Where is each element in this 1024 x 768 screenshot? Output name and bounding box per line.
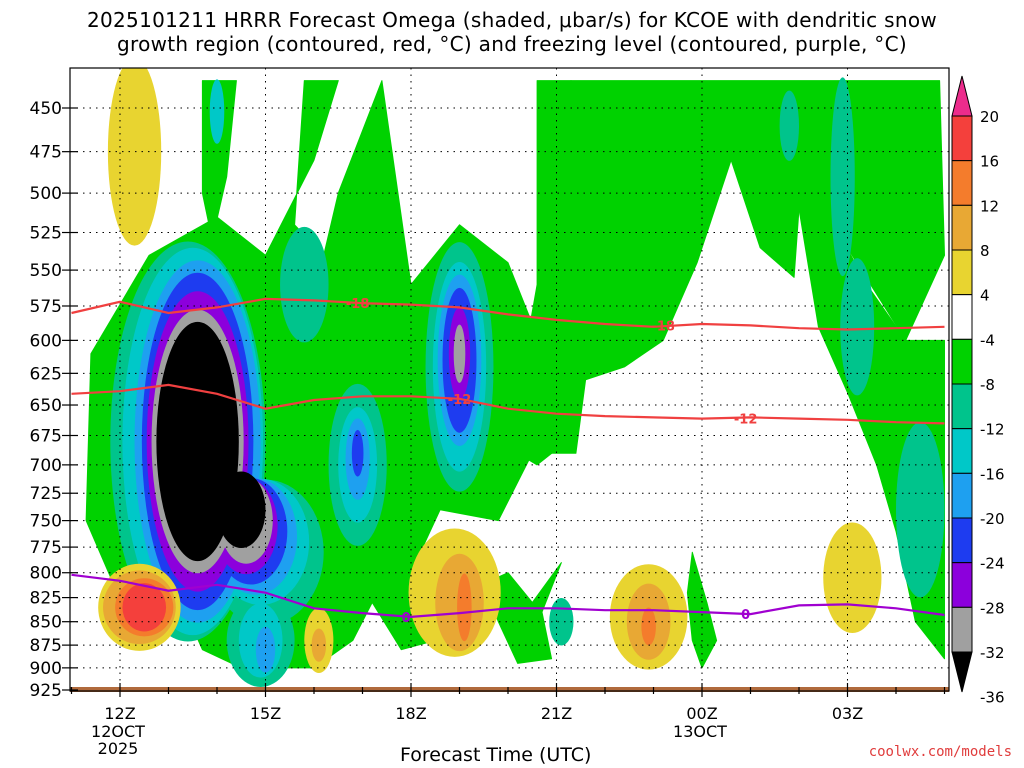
ground-bar — [70, 687, 949, 692]
omega-cell--36-1 — [217, 471, 266, 548]
x-tick-label-15Z: 15Z — [250, 704, 281, 723]
colorbar-label-12: 12 — [980, 197, 999, 215]
omega-positive-cell-16-0 — [122, 583, 167, 632]
y-tick-label-475: 475 — [30, 143, 62, 163]
x-tick-sublabel-2025: 2025 — [98, 739, 139, 758]
x-tick-label-18Z: 18Z — [395, 704, 426, 723]
x-tick-sublabel-13OCT: 13OCT — [673, 722, 727, 741]
omega-cell--24-3 — [351, 429, 364, 477]
y-axis: 450 475 500 525 550 575 600 625 650 675 700 725 750 7… — [30, 99, 78, 701]
y-tick-label-675: 675 — [30, 427, 62, 447]
chart-subtitle: growth region (contoured, red, °C) and f… — [117, 32, 907, 56]
colorbar-swatch-8 — [951, 428, 973, 474]
colorbar-swatch-11 — [951, 562, 973, 608]
temperature-contours: -18 -18 -12 -12 0 0 — [71, 297, 945, 626]
x-axis-title: Forecast Time (UTC) — [400, 744, 592, 766]
colorbar-label--4: -4 — [980, 331, 995, 349]
x-tick-label-21Z: 21Z — [541, 704, 572, 723]
colorbar-label-8: 8 — [980, 242, 990, 260]
y-tick-label-800: 800 — [30, 564, 62, 584]
y-tick-label-600: 600 — [30, 331, 62, 351]
omega-positive-cell-12-1 — [457, 573, 472, 642]
omega-cell--12-10 — [779, 90, 799, 161]
omega-region-green-5 — [686, 551, 718, 669]
colorbar-swatch-7 — [951, 383, 973, 430]
contour-label-0-1: 0 — [741, 608, 750, 623]
colorbar-swatch-10 — [951, 517, 973, 564]
y-tick-label-575: 575 — [30, 297, 62, 317]
colorbar-label--36: -36 — [980, 689, 1005, 707]
omega-cell--12-9 — [549, 597, 574, 646]
colorbar-label--20: -20 — [980, 510, 1005, 528]
contour-line--12 — [71, 383, 945, 425]
contour-label-0-0: 0 — [402, 611, 411, 626]
colorbar-swatch-5 — [951, 294, 973, 340]
colorbar-swatch-9 — [951, 472, 973, 519]
contour-label--12-0: -12 — [448, 393, 472, 408]
colorbar-label--28: -28 — [980, 599, 1005, 617]
y-tick-label-775: 775 — [30, 538, 62, 558]
contour-label--18-0: -18 — [346, 297, 370, 312]
omega-cell--12-8 — [830, 77, 855, 277]
chart-title: 2025101211 HRRR Forecast Omega (shaded, … — [86, 8, 938, 32]
colorbar-swatch-2 — [951, 160, 973, 206]
omega-cell--16-5 — [209, 79, 225, 144]
colorbar-swatch-12 — [951, 606, 973, 653]
colorbar-swatch-3 — [951, 204, 973, 251]
omega-cell--12-7 — [896, 422, 945, 598]
omega-field — [85, 68, 945, 687]
y-tick-label-900: 900 — [30, 659, 62, 679]
y-tick-label-850: 850 — [30, 613, 62, 633]
x-tick-sublabel-12OCT: 12OCT — [91, 722, 145, 741]
y-tick-label-650: 650 — [30, 396, 62, 416]
colorbar: 20 16 12 8 4 -4 -8 -12 -16 -20 -24 -28 -32 -36 — [951, 75, 1005, 707]
colorbar-swatch-1 — [951, 115, 973, 162]
colorbar-label--12: -12 — [980, 421, 1005, 439]
y-tick-label-875: 875 — [30, 636, 62, 656]
y-tick-label-700: 700 — [30, 456, 62, 476]
plot-frame — [69, 67, 950, 692]
colorbar-swatch-4 — [951, 249, 973, 296]
omega-positive-cell-12-2 — [641, 607, 656, 646]
colorbar-label-4: 4 — [980, 287, 990, 305]
omega-positive-cell-8-1 — [311, 628, 327, 662]
contour-label--12-1: -12 — [734, 413, 758, 428]
omega-positive-cell-4-5 — [823, 522, 882, 634]
x-tick-label-00Z: 00Z — [686, 704, 717, 723]
colorbar-swatch-6 — [951, 338, 973, 385]
omega-cell--20-4 — [255, 626, 276, 673]
y-tick-label-525: 525 — [30, 224, 62, 244]
omega-cell--32-2 — [453, 324, 466, 383]
omega-cell--12-6 — [840, 258, 875, 396]
y-tick-label-925: 925 — [30, 681, 62, 701]
x-tick-label-03Z: 03Z — [832, 704, 863, 723]
colorbar-top-arrow — [951, 75, 973, 117]
colorbar-label--32: -32 — [980, 644, 1005, 662]
colorbar-label--8: -8 — [980, 376, 995, 394]
colorbar-label--24: -24 — [980, 555, 1005, 573]
colorbar-label-20: 20 — [980, 108, 999, 126]
x-tick-label-12Z: 12Z — [104, 704, 135, 723]
colorbar-label--16: -16 — [980, 465, 1005, 483]
y-tick-label-450: 450 — [30, 99, 62, 119]
omega-cell--12-5 — [280, 226, 329, 343]
contour-line-0 — [71, 573, 945, 619]
contour-label--18-1: -18 — [651, 319, 675, 334]
y-tick-label-725: 725 — [30, 484, 62, 504]
omega-positive-cell-4-0 — [107, 68, 162, 246]
colorbar-bottom-arrow — [951, 651, 973, 693]
y-tick-label-750: 750 — [30, 512, 62, 532]
y-tick-label-500: 500 — [30, 184, 62, 204]
y-tick-label-625: 625 — [30, 364, 62, 384]
y-tick-label-550: 550 — [30, 261, 62, 281]
credit-text: coolwx.com/models — [868, 744, 1012, 760]
y-tick-label-825: 825 — [30, 589, 62, 609]
colorbar-label-16: 16 — [980, 153, 999, 171]
contour-line--18 — [71, 297, 945, 331]
